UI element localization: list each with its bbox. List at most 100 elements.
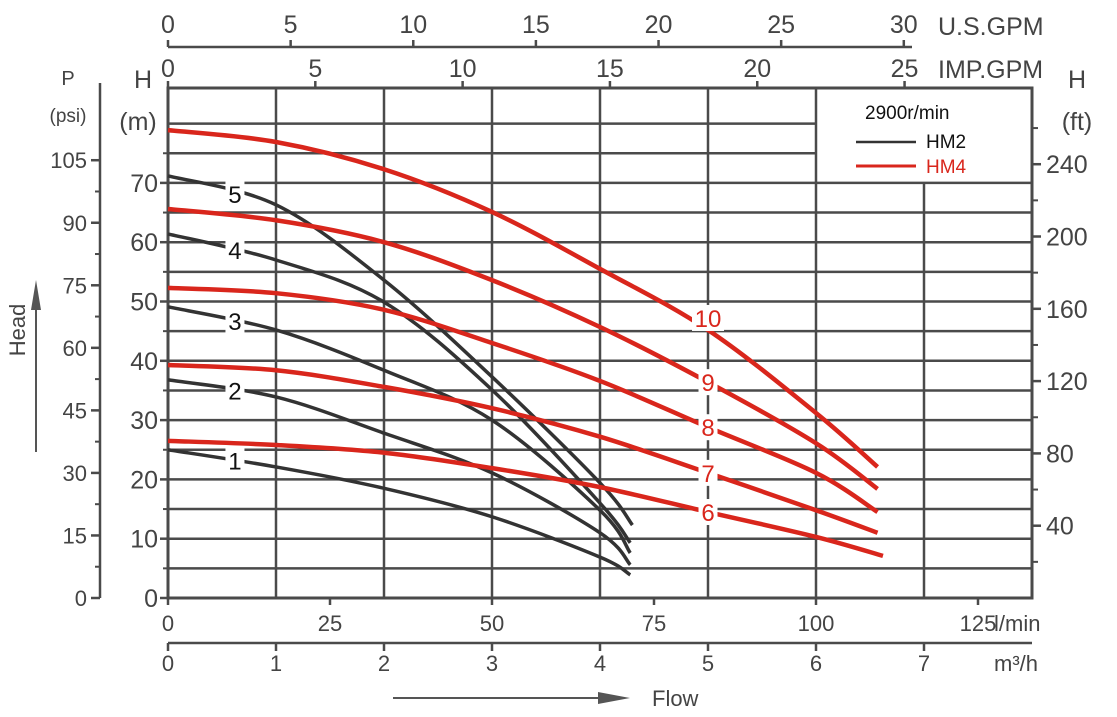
legend-label-hm2: HM2 <box>926 132 966 153</box>
psi-axis-unit: (psi) <box>50 106 87 127</box>
legend-label-hm4: HM4 <box>926 157 967 178</box>
curve-label-bg <box>698 414 718 441</box>
lmin-tick-label: 75 <box>642 611 666 636</box>
flow-axis-title: Flow <box>652 686 699 711</box>
curve-label: 1 <box>228 448 241 475</box>
curve-label-bg <box>698 369 718 396</box>
usgpm-tick-label: 30 <box>890 11 918 39</box>
lmin-tick-label: 125 <box>960 611 997 636</box>
m3h-tick-label: 1 <box>270 651 282 676</box>
curve-label: 8 <box>701 415 714 442</box>
head-m-tick-label: 10 <box>130 526 158 554</box>
head-ft-axis-unit: (ft) <box>1062 108 1093 136</box>
plot-frame <box>166 86 1034 600</box>
impgpm-tick-label: 5 <box>308 55 322 83</box>
lmin-tick-label: 25 <box>318 611 342 636</box>
m3h-axis-label: m³/h <box>994 651 1038 676</box>
head-m-tick-label: 50 <box>130 289 158 317</box>
curve-hm4-8 <box>167 285 879 514</box>
curve-label-bg <box>698 499 718 526</box>
impgpm-tick-label: 15 <box>596 55 624 83</box>
head-m-tick-label: 70 <box>130 170 158 198</box>
impgpm-axis-label: IMP.GPM <box>938 56 1043 84</box>
legend-speed: 2900r/min <box>865 103 950 124</box>
head-ft-tick-label: 200 <box>1046 224 1088 252</box>
head-ft-axis-label: H <box>1068 66 1086 94</box>
curve-label-bg <box>225 180 245 207</box>
lmin-tick-label: 50 <box>480 611 504 636</box>
m3h-tick-label: 6 <box>810 651 822 676</box>
impgpm-tick-label: 0 <box>161 55 175 83</box>
psi-tick-label: 45 <box>63 398 87 423</box>
curve-label: 5 <box>228 182 241 209</box>
curve-hm2-4 <box>167 232 632 544</box>
head-m-tick-label: 20 <box>130 466 158 494</box>
curve-label: 7 <box>701 461 714 488</box>
curve-hm2-1 <box>167 448 632 577</box>
lmin-tick-label: 100 <box>798 611 835 636</box>
impgpm-tick-label: 10 <box>449 55 477 83</box>
curve-label-bg <box>692 304 724 331</box>
head-axis-title: Head <box>5 304 30 357</box>
lmin-axis-label: l/min <box>994 611 1040 636</box>
curve-hm2-2 <box>167 378 632 566</box>
usgpm-tick-label: 25 <box>767 11 795 39</box>
usgpm-tick-label: 5 <box>284 11 298 39</box>
curve-label-bg <box>225 447 245 474</box>
curve-hm4-7 <box>167 362 879 535</box>
impgpm-tick-label: 25 <box>891 55 919 83</box>
head-ft-tick-label: 160 <box>1046 296 1088 324</box>
psi-tick-label: 15 <box>63 523 87 548</box>
head-arrow-head-icon <box>31 280 41 310</box>
curves: 1 2 3 4 5 6 7 8 9 10 <box>167 127 884 577</box>
psi-tick-label: 105 <box>50 148 87 173</box>
curve-label-bg <box>225 308 245 335</box>
curve-label-bg <box>225 237 245 264</box>
curve-hm2-3 <box>167 305 632 554</box>
curve-label: 10 <box>695 306 722 333</box>
head-ft-tick-label: 240 <box>1046 151 1088 179</box>
lmin-tick-label: 0 <box>162 611 174 636</box>
curve-label: 3 <box>228 309 241 336</box>
psi-tick-label: 75 <box>63 273 87 298</box>
psi-tick-label: 90 <box>63 211 87 236</box>
flow-arrow-head-icon <box>598 692 630 704</box>
curve-hm4-6 <box>167 438 884 559</box>
curve-hm4-9 <box>167 206 879 491</box>
head-m-tick-label: 30 <box>130 407 158 435</box>
head-m-axis-label: H <box>134 66 152 94</box>
head-m-axis-unit: (m) <box>119 108 156 136</box>
m3h-tick-label: 4 <box>594 651 606 676</box>
impgpm-tick-label: 20 <box>743 55 771 83</box>
axis-titles: U.S.GPM IMP.GPM P (psi) H (m) H (ft) l/m… <box>5 13 1092 711</box>
head-ft-tick-label: 80 <box>1046 440 1074 468</box>
m3h-tick-label: 3 <box>486 651 498 676</box>
curve-label: 4 <box>228 238 241 265</box>
curve-hm4-10 <box>167 127 880 469</box>
curve-label: 6 <box>701 500 714 527</box>
psi-tick-label: 30 <box>63 461 87 486</box>
curve-label: 9 <box>701 370 714 397</box>
curve-label-bg <box>698 459 718 486</box>
usgpm-tick-label: 20 <box>645 11 673 39</box>
usgpm-tick-label: 0 <box>161 11 175 39</box>
head-m-tick-label: 60 <box>130 229 158 257</box>
m3h-tick-label: 5 <box>702 651 714 676</box>
usgpm-tick-label: 10 <box>399 11 427 39</box>
psi-tick-label: 0 <box>75 586 87 611</box>
m3h-tick-label: 7 <box>918 651 930 676</box>
head-m-tick-label: 0 <box>144 585 158 613</box>
m3h-tick-label: 2 <box>378 651 390 676</box>
curve-label-bg <box>225 377 245 404</box>
m3h-tick-label: 0 <box>162 651 174 676</box>
usgpm-tick-label: 15 <box>522 11 550 39</box>
head-ft-tick-label: 120 <box>1046 368 1088 396</box>
psi-axis-label: P <box>61 68 74 90</box>
curve-label: 2 <box>228 378 241 405</box>
usgpm-axis-label: U.S.GPM <box>938 13 1044 41</box>
curve-hm2-5 <box>167 174 634 527</box>
psi-tick-label: 60 <box>63 336 87 361</box>
legend: 2900r/min HM2 HM4 <box>856 103 967 178</box>
